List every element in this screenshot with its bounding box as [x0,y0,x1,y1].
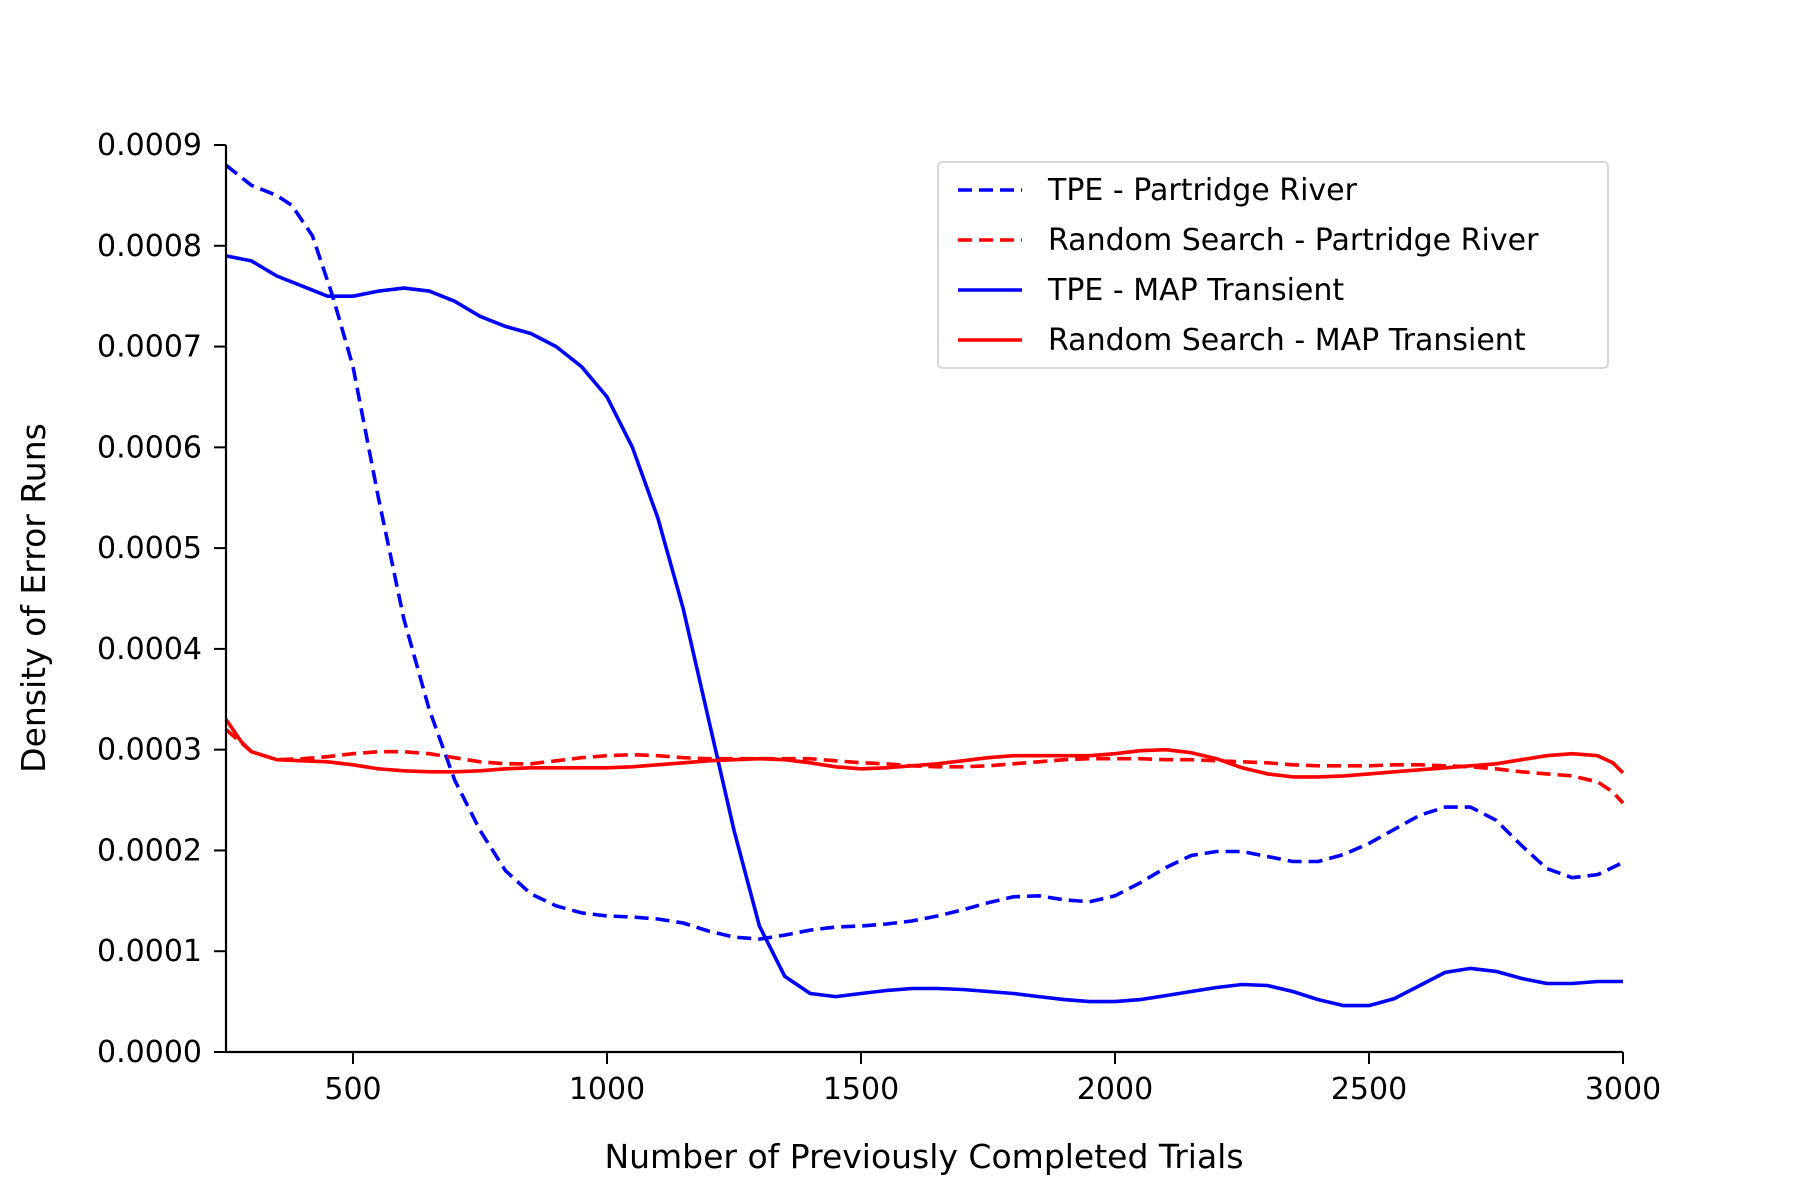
series-line-tpe-map-transient [225,254,1623,1008]
legend-label: TPE - MAP Transient [1047,273,1344,308]
x-tick-label: 2500 [1331,1072,1407,1107]
y-axis-label: Density of Error Runs [14,423,53,773]
y-tick-label: 0.0007 [97,330,202,365]
y-tick-label: 0.0000 [97,1035,202,1070]
legend: TPE - Partridge River Random Search - Par… [937,161,1609,369]
y-tick-label: 0.0001 [97,934,202,969]
x-tick-label: 2000 [1077,1072,1153,1107]
x-tick-label: 500 [324,1072,381,1107]
y-ticks: 0.0000 0.0001 0.0002 0.0003 0.0004 0.0005 0.00… [97,128,226,1070]
plot-area [224,163,1625,1008]
legend-label: TPE - Partridge River [1047,173,1358,208]
y-tick-label: 0.0002 [97,833,202,868]
axes [224,145,1623,1054]
y-tick-label: 0.0005 [97,531,202,566]
series-line-random-search-map-transient [224,718,1625,779]
series-line-tpe-partridge-river [224,163,1624,941]
x-tick-label: 3000 [1585,1072,1661,1107]
y-tick-label: 0.0009 [97,128,202,163]
x-ticks: 500 1000 1500 2000 2500 3000 [324,1052,1661,1107]
x-tick-label: 1500 [823,1072,899,1107]
y-tick-label: 0.0003 [97,733,202,768]
legend-label: Random Search - MAP Transient [1048,323,1526,358]
y-tick-label: 0.0008 [97,229,202,264]
legend-label: Random Search - Partridge River [1048,223,1539,258]
y-tick-label: 0.0006 [97,430,202,465]
series-line-random-search-partridge-river [224,728,1625,805]
x-axis-label: Number of Previously Completed Trials [604,1137,1243,1176]
legend-frame [937,161,1609,369]
x-tick-label: 1000 [569,1072,645,1107]
y-tick-label: 0.0004 [97,632,202,667]
